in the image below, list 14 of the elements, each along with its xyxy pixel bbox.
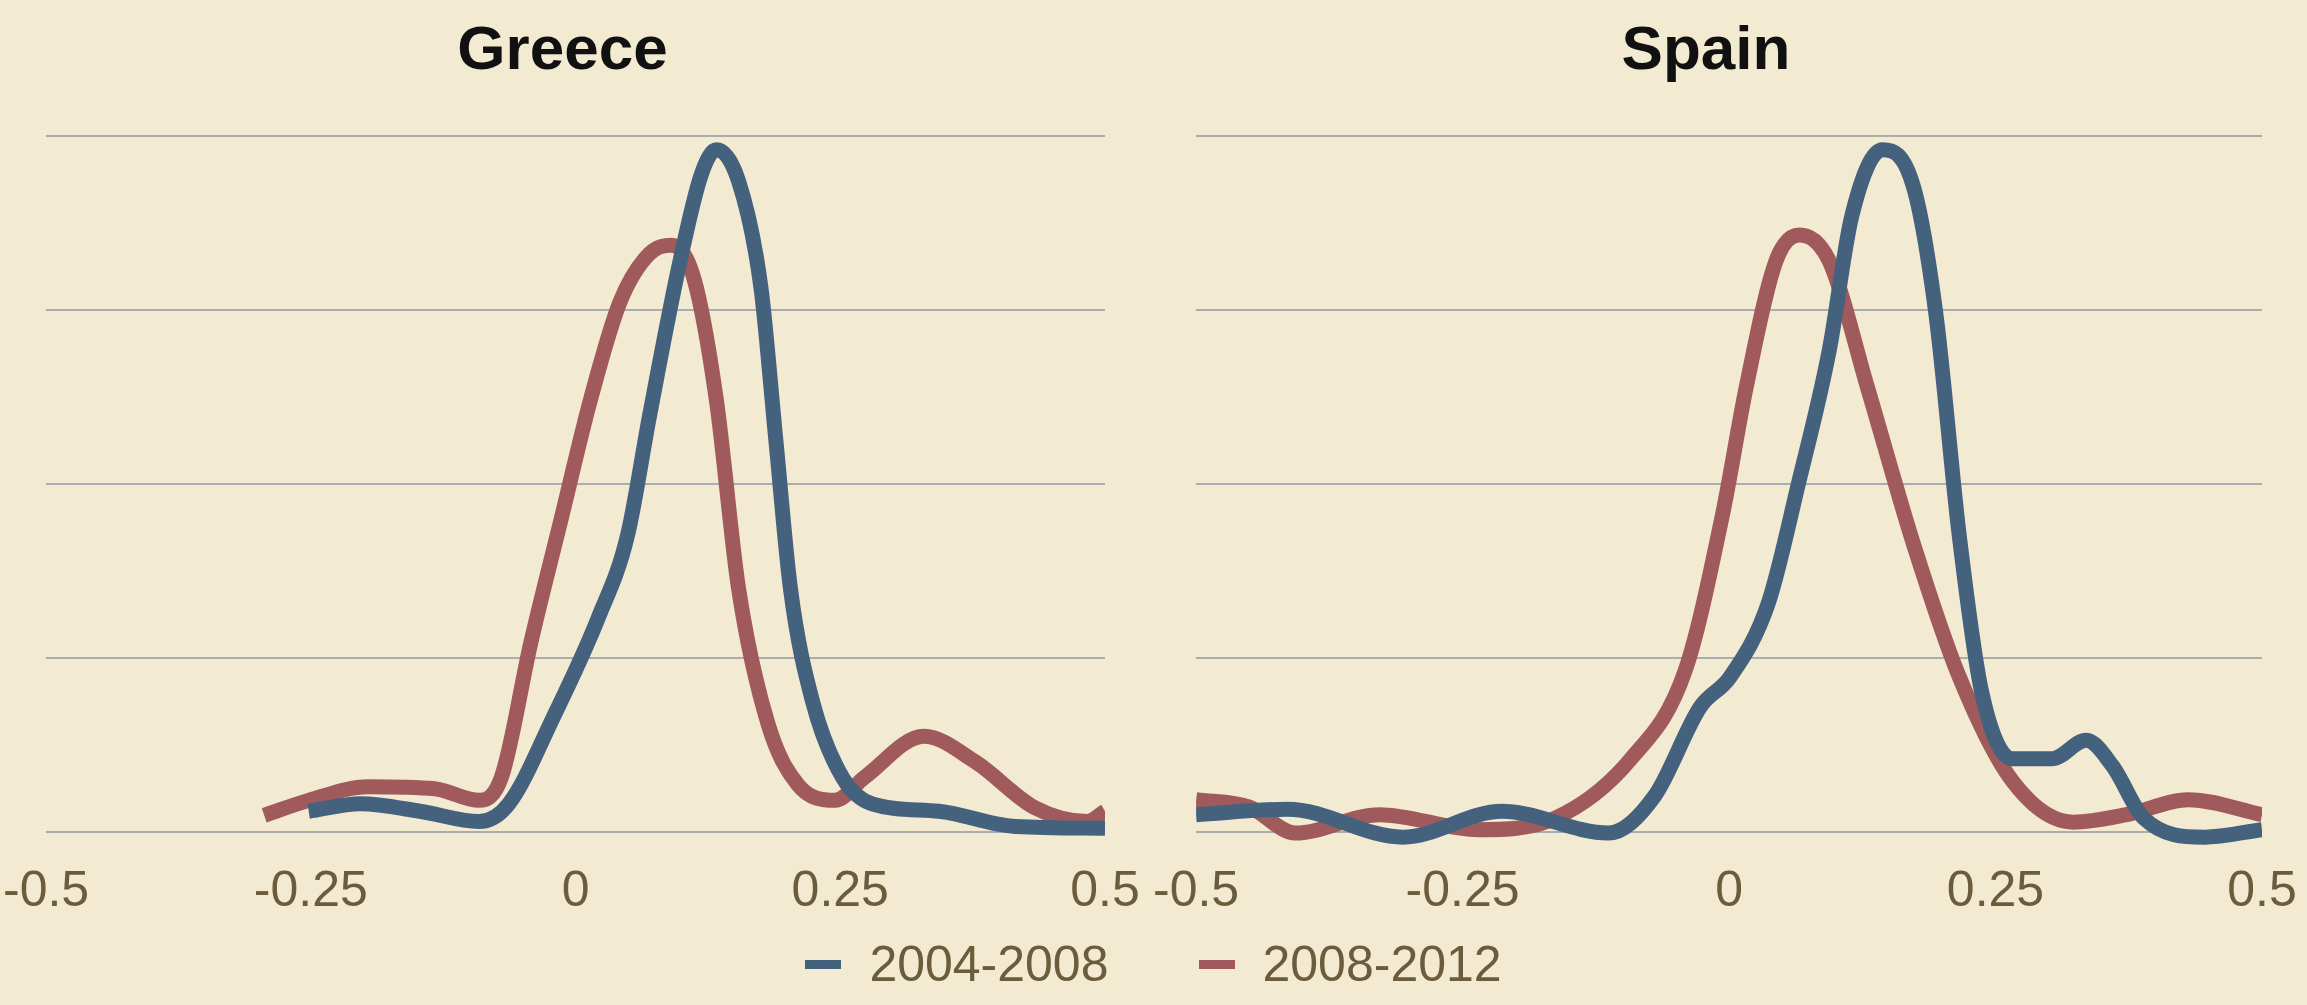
x-tick-label: 0	[561, 860, 590, 917]
legend-label: 2004-2008	[869, 935, 1109, 993]
x-tick-label: 0.5	[2227, 860, 2297, 917]
x-tick-label: -0.25	[1405, 860, 1520, 917]
x-tick-label: 0.25	[1946, 860, 2045, 917]
x-tick-label: -0.5	[1152, 860, 1240, 917]
x-tick-label: 0	[1715, 860, 1743, 917]
chart-title: Greece	[457, 13, 668, 83]
x-tick-label: -0.25	[253, 860, 368, 917]
x-tick-label: -0.5	[2, 860, 90, 917]
legend-label: 2008-2012	[1262, 935, 1502, 993]
x-tick-label: 0.25	[791, 860, 889, 917]
x-tick-label: 0.5	[1070, 860, 1140, 917]
chart-title: Spain	[1621, 13, 1791, 83]
